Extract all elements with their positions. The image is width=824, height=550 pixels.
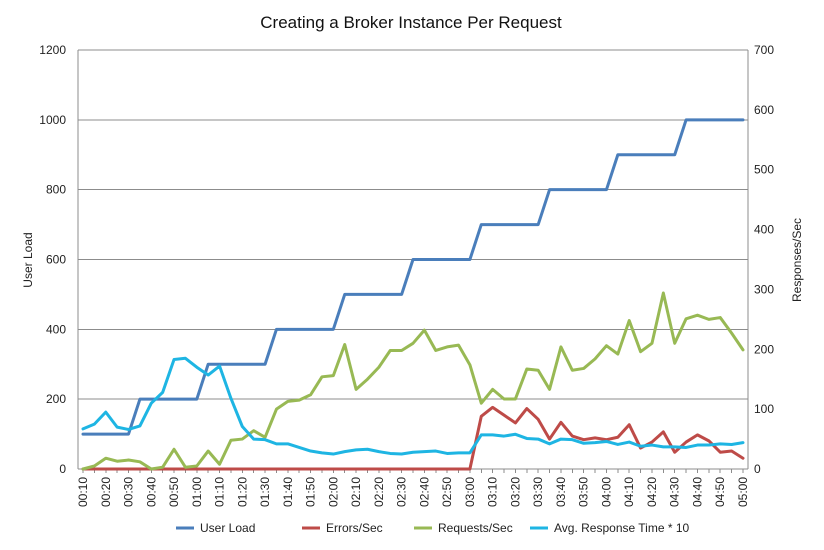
x-tick-label: 01:40: [281, 477, 295, 507]
x-tick-label: 02:20: [372, 477, 386, 507]
left-tick-label: 1200: [39, 43, 66, 57]
right-axis-ticks: 0 100 200 300 400 500 600 700: [754, 43, 774, 476]
legend-item-errors-sec: Errors/Sec: [302, 521, 383, 535]
left-axis-title: User Load: [21, 232, 35, 287]
x-tick-label: 00:50: [167, 477, 181, 507]
series-line-requests-sec: [81, 291, 745, 471]
legend-item-requests-sec: Requests/Sec: [414, 521, 513, 535]
right-tick-label: 300: [754, 282, 774, 296]
x-tick-label: 01:20: [235, 477, 249, 507]
series-line-avg-response-time-10: [81, 356, 745, 456]
x-tick-label: 04:30: [668, 477, 682, 507]
legend-item-user-load: User Load: [176, 521, 255, 535]
left-tick-label: 600: [46, 253, 66, 267]
right-tick-label: 100: [754, 402, 774, 416]
x-tick-label: 04:40: [690, 477, 704, 507]
x-tick-label: 04:10: [622, 477, 636, 507]
x-tick-label: 01:30: [258, 477, 272, 507]
right-tick-label: 0: [754, 462, 761, 476]
left-tick-label: 400: [46, 322, 66, 336]
x-tick-label: 02:30: [395, 477, 409, 507]
series-line-errors-sec: [81, 405, 745, 471]
legend-label: User Load: [200, 521, 255, 535]
legend-label: Errors/Sec: [326, 521, 383, 535]
right-tick-label: 700: [754, 43, 774, 57]
x-tick-label: 05:00: [736, 477, 750, 507]
legend-label: Requests/Sec: [438, 521, 513, 535]
x-tick-label: 01:00: [190, 477, 204, 507]
x-tick-label: 04:50: [713, 477, 727, 507]
x-tick-label: 02:10: [349, 477, 363, 507]
x-tick-label: 03:50: [577, 477, 591, 507]
left-axis-ticks: 0 200 400 600 800 1000 1200: [39, 43, 66, 476]
x-tick-label: 01:50: [304, 477, 318, 507]
left-tick-label: 0: [59, 462, 66, 476]
right-tick-label: 400: [754, 223, 774, 237]
left-tick-label: 800: [46, 183, 66, 197]
chart-title: Creating a Broker Instance Per Request: [260, 13, 562, 32]
x-tick-label: 02:00: [326, 477, 340, 507]
legend-item-avg-response-time-10: Avg. Response Time * 10: [530, 521, 690, 535]
x-tick-label: 03:10: [486, 477, 500, 507]
x-axis-ticks: 00:10 00:20 00:30 00:40 00:50 01:00 01:10 01:20…: [76, 469, 750, 507]
x-tick-label: 00:30: [122, 477, 136, 507]
series-lines: [81, 118, 745, 471]
x-tick-label: 00:20: [99, 477, 113, 507]
right-tick-label: 600: [754, 103, 774, 117]
left-tick-label: 200: [46, 392, 66, 406]
right-tick-label: 200: [754, 342, 774, 356]
x-tick-label: 04:00: [599, 477, 613, 507]
series-line-user-load: [81, 118, 745, 436]
x-tick-label: 02:40: [417, 477, 431, 507]
legend-label: Avg. Response Time * 10: [554, 521, 690, 535]
x-tick-label: 00:40: [144, 477, 158, 507]
legend: User Load Errors/Sec Requests/Sec Avg. Resp…: [176, 521, 690, 535]
left-tick-label: 1000: [39, 113, 66, 127]
x-tick-label: 03:30: [531, 477, 545, 507]
x-tick-label: 03:40: [554, 477, 568, 507]
x-tick-label: 01:10: [213, 477, 227, 507]
right-tick-label: 500: [754, 163, 774, 177]
x-tick-label: 04:20: [645, 477, 659, 507]
right-axis-title: Responses/Sec: [790, 218, 804, 302]
x-tick-label: 03:20: [508, 477, 522, 507]
x-tick-label: 02:50: [440, 477, 454, 507]
x-tick-label: 03:00: [463, 477, 477, 507]
x-tick-label: 00:10: [76, 477, 90, 507]
